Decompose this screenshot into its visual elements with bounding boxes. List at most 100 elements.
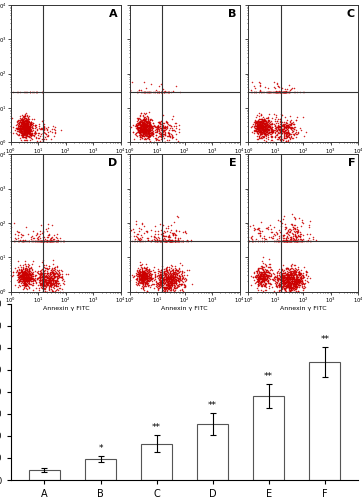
- Point: [288, 237, 294, 245]
- Point: [300, 232, 306, 239]
- Point: [254, 274, 260, 282]
- Point: [176, 268, 182, 276]
- Point: [254, 268, 260, 276]
- Point: [25, 114, 31, 122]
- Point: [298, 277, 304, 285]
- Point: [279, 270, 285, 278]
- Point: [35, 230, 41, 238]
- Point: [139, 120, 145, 128]
- Point: [135, 235, 141, 243]
- Point: [21, 275, 26, 283]
- Point: [141, 276, 147, 283]
- Point: [168, 288, 173, 296]
- Point: [268, 272, 274, 280]
- Point: [21, 126, 27, 134]
- Point: [28, 274, 34, 282]
- Point: [261, 122, 266, 130]
- Point: [255, 280, 261, 288]
- Point: [162, 237, 168, 245]
- Point: [163, 131, 168, 139]
- Point: [278, 132, 284, 140]
- Point: [268, 280, 273, 288]
- Point: [256, 117, 261, 125]
- Point: [147, 129, 153, 137]
- Point: [139, 128, 145, 136]
- Point: [21, 274, 26, 282]
- Point: [139, 127, 145, 135]
- Point: [265, 278, 271, 285]
- Point: [138, 128, 144, 136]
- X-axis label: Annexin γ FITC: Annexin γ FITC: [42, 157, 89, 162]
- Point: [40, 274, 46, 282]
- Point: [166, 282, 172, 290]
- Point: [22, 279, 28, 287]
- Point: [168, 274, 174, 281]
- Point: [168, 274, 173, 282]
- Point: [286, 273, 292, 281]
- Point: [157, 130, 163, 138]
- Point: [50, 274, 56, 282]
- Point: [42, 268, 47, 276]
- Point: [23, 118, 29, 126]
- Point: [259, 274, 265, 282]
- Point: [144, 122, 150, 130]
- Point: [294, 275, 299, 283]
- Point: [263, 119, 269, 127]
- Point: [296, 270, 302, 278]
- Point: [18, 275, 24, 283]
- Point: [277, 135, 283, 143]
- Point: [292, 288, 298, 296]
- Point: [43, 264, 49, 272]
- Point: [171, 266, 176, 274]
- Point: [291, 284, 297, 292]
- Point: [283, 266, 289, 274]
- Point: [25, 124, 31, 132]
- Point: [56, 271, 62, 279]
- Point: [24, 273, 30, 281]
- Point: [188, 236, 194, 244]
- Point: [293, 278, 299, 285]
- Point: [17, 276, 23, 284]
- Point: [165, 128, 171, 136]
- Point: [285, 237, 291, 245]
- Point: [160, 85, 166, 93]
- Point: [173, 226, 178, 234]
- Point: [22, 124, 28, 132]
- Point: [48, 270, 54, 278]
- Point: [22, 129, 28, 137]
- Point: [261, 116, 267, 124]
- Point: [28, 274, 34, 282]
- Point: [175, 213, 181, 221]
- Point: [177, 274, 182, 282]
- Point: [26, 273, 31, 281]
- Point: [256, 115, 262, 123]
- Point: [19, 267, 25, 275]
- Point: [257, 237, 263, 245]
- Point: [16, 272, 21, 280]
- Point: [173, 279, 178, 287]
- Point: [25, 272, 31, 280]
- Point: [19, 268, 25, 276]
- Point: [177, 276, 183, 284]
- Point: [181, 280, 187, 288]
- Point: [275, 237, 281, 245]
- Point: [41, 286, 47, 294]
- Point: [286, 130, 292, 138]
- Point: [259, 270, 265, 278]
- Point: [142, 126, 148, 134]
- Point: [285, 272, 291, 280]
- Point: [258, 264, 264, 272]
- Point: [148, 274, 154, 281]
- Point: [50, 237, 56, 245]
- Point: [282, 126, 288, 134]
- Point: [169, 237, 175, 245]
- Point: [21, 114, 27, 122]
- Point: [285, 120, 291, 128]
- Point: [142, 116, 148, 124]
- Point: [288, 237, 294, 245]
- Point: [142, 268, 148, 276]
- Point: [44, 276, 50, 283]
- Point: [24, 278, 30, 286]
- Point: [293, 285, 299, 293]
- Point: [17, 134, 23, 141]
